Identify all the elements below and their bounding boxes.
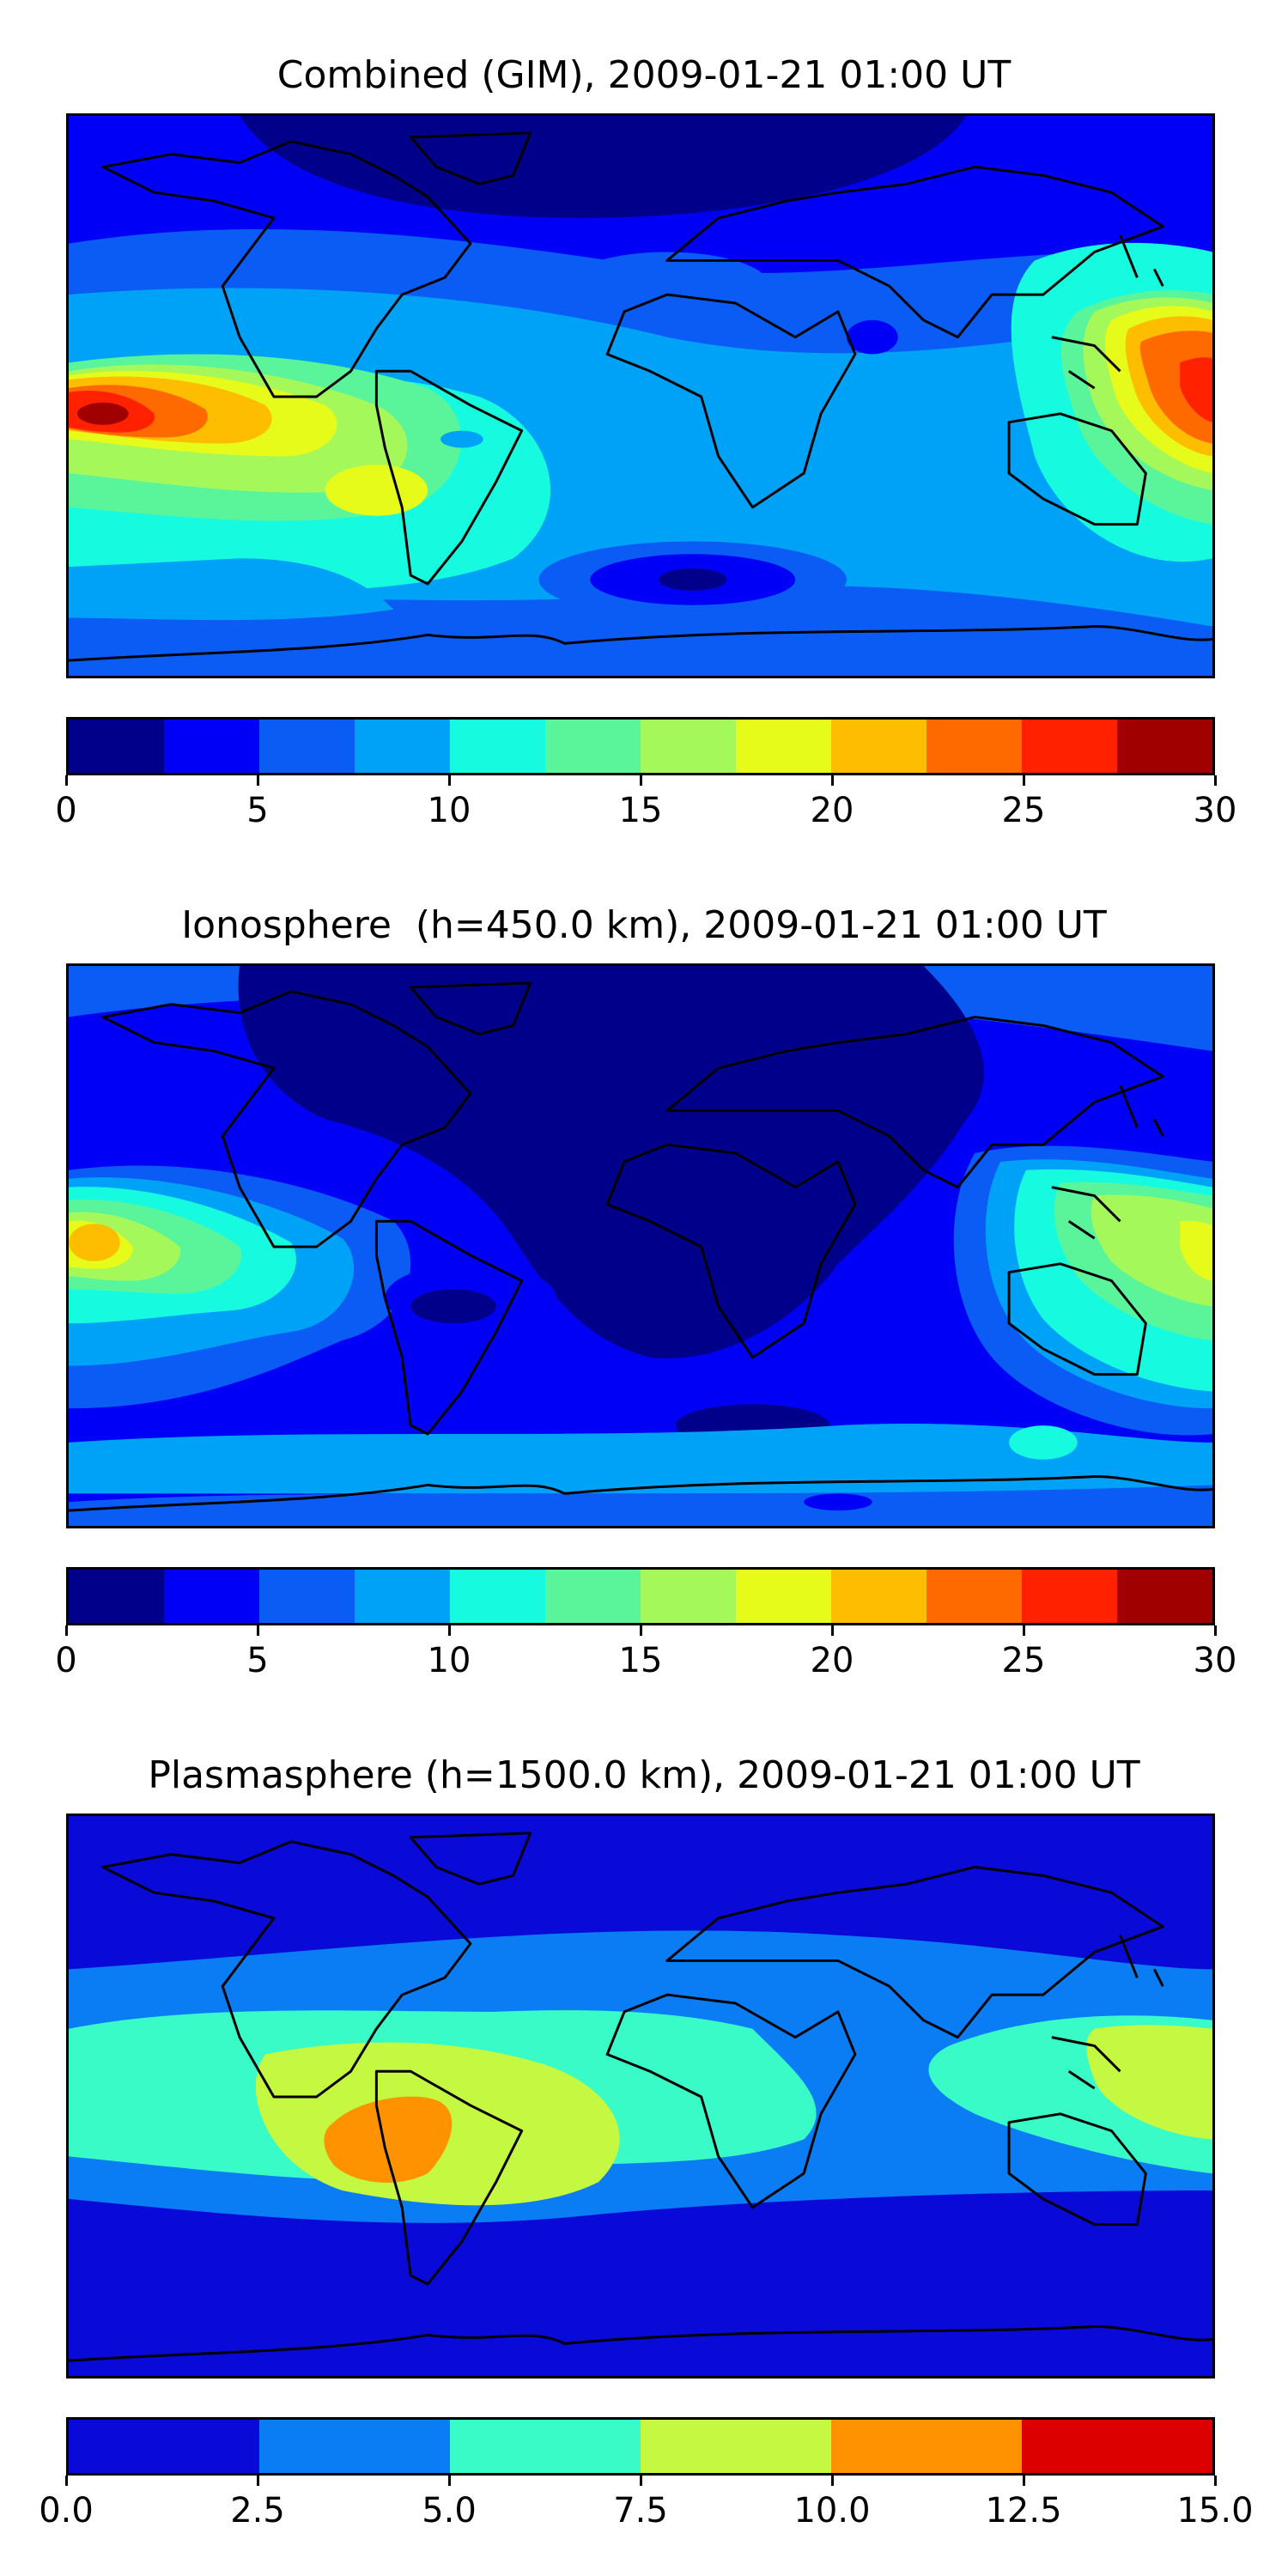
colorbar-segment	[164, 720, 259, 773]
panel-1-colorbar-ticks: 0 5 10 15 20 25 30	[55, 775, 1236, 830]
colorbar-tick	[830, 1625, 834, 1636]
colorbar-segment	[545, 1570, 641, 1623]
panel-1-title: Combined (GIM), 2009-01-21 01:00 UT	[276, 53, 1012, 97]
colorbar-segment	[641, 720, 736, 773]
colorbar-tick-label: 20	[810, 1641, 854, 1680]
colorbar-segment	[1022, 1570, 1117, 1623]
colorbar-tick	[447, 2476, 451, 2486]
colorbar-tick-label: 5	[246, 791, 269, 830]
colorbar-tick-label: 5.0	[422, 2491, 477, 2530]
colorbar-segment	[927, 720, 1022, 773]
colorbar-tick-label: 7.5	[613, 2491, 668, 2530]
colorbar-tick-label: 2.5	[230, 2491, 285, 2530]
colorbar-segment	[831, 720, 927, 773]
colorbar-segment	[927, 1570, 1022, 1623]
colorbar-tick	[1022, 1625, 1025, 1636]
panel-2-title: Ionosphere (h=450.0 km), 2009-01-21 01:0…	[181, 903, 1107, 947]
colorbar-segment	[1022, 2420, 1212, 2473]
colorbar-tick	[64, 2476, 68, 2486]
colorbar-segment	[69, 2420, 259, 2473]
panel-1-map	[66, 113, 1215, 678]
colorbar-tick	[256, 1625, 259, 1636]
colorbar-tick	[639, 2476, 642, 2486]
colorbar-tick	[1022, 775, 1025, 786]
panel-3-map	[66, 1814, 1215, 2379]
colorbar-tick-label: 0	[55, 791, 77, 830]
colorbar-tick	[1213, 775, 1217, 786]
colorbar-segment	[355, 720, 450, 773]
colorbar-segment	[355, 1570, 450, 1623]
colorbar-tick-label: 15	[618, 1641, 663, 1680]
colorbar-segment	[831, 2420, 1022, 2473]
panel-2-colorbar	[66, 1567, 1215, 1625]
colorbar-segment	[1022, 720, 1117, 773]
colorbar-tick-label: 25	[1001, 1641, 1046, 1680]
colorbar-segment	[450, 1570, 545, 1623]
colorbar-tick	[639, 1625, 642, 1636]
colorbar-tick-label: 0.0	[39, 2491, 94, 2530]
colorbar-tick-label: 10	[427, 791, 471, 830]
colorbar-segment	[545, 720, 641, 773]
colorbar-segment	[450, 720, 545, 773]
colorbar-tick	[639, 775, 642, 786]
colorbar-tick	[1213, 1625, 1217, 1636]
colorbar-tick	[830, 775, 834, 786]
colorbar-tick-label: 15	[618, 791, 663, 830]
panel-2-colorbar-ticks: 0 5 10 15 20 25 30	[55, 1625, 1236, 1680]
colorbar-segment	[69, 720, 164, 773]
colorbar-tick-label: 30	[1193, 1641, 1237, 1680]
colorbar-tick-label: 25	[1001, 791, 1046, 830]
colorbar-tick	[1213, 2476, 1217, 2486]
colorbar-tick	[447, 1625, 451, 1636]
colorbar-segment	[736, 720, 831, 773]
colorbar-tick-label: 20	[810, 791, 854, 830]
panel-3-colorbar	[66, 2417, 1215, 2476]
colorbar-segment	[641, 1570, 736, 1623]
colorbar-tick	[447, 775, 451, 786]
colorbar-tick	[830, 2476, 834, 2486]
colorbar-tick	[256, 2476, 259, 2486]
colorbar-tick	[64, 1625, 68, 1636]
panel-1-colorbar	[66, 717, 1215, 775]
colorbar-tick-label: 5	[246, 1641, 269, 1680]
colorbar-segment	[1117, 720, 1212, 773]
colorbar-tick-label: 10	[427, 1641, 471, 1680]
panel-3-colorbar-ticks: 0.0 2.5 5.0 7.5 10.0 12.5 15.0	[39, 2476, 1254, 2530]
colorbar-segment	[641, 2420, 831, 2473]
colorbar-segment	[259, 1570, 355, 1623]
colorbar-tick	[256, 775, 259, 786]
colorbar-segment	[259, 2420, 450, 2473]
colorbar-segment	[736, 1570, 831, 1623]
colorbar-segment	[831, 1570, 927, 1623]
colorbar-segment	[1117, 1570, 1212, 1623]
colorbar-tick-label: 0	[55, 1641, 77, 1680]
colorbar-tick-label: 12.5	[985, 2491, 1062, 2530]
colorbar-segment	[69, 1570, 164, 1623]
colorbar-segment	[164, 1570, 259, 1623]
panel-3-title: Plasmasphere (h=1500.0 km), 2009-01-21 0…	[148, 1753, 1140, 1797]
colorbar-tick	[1022, 2476, 1025, 2486]
colorbar-tick-label: 10.0	[793, 2491, 871, 2530]
colorbar-segment	[259, 720, 355, 773]
colorbar-tick	[64, 775, 68, 786]
colorbar-tick-label: 30	[1193, 791, 1237, 830]
panel-2-map	[66, 963, 1215, 1528]
colorbar-segment	[450, 2420, 641, 2473]
colorbar-tick-label: 15.0	[1176, 2491, 1254, 2530]
